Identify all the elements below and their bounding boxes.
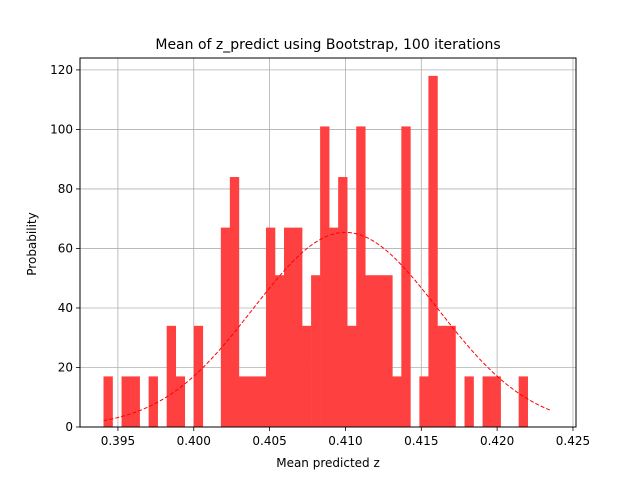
- histogram-bar: [130, 376, 140, 427]
- x-tick-label: 0.395: [101, 434, 135, 448]
- histogram-bar: [311, 275, 321, 427]
- y-axis-label: Probability: [25, 212, 39, 275]
- histogram-bar: [392, 376, 402, 427]
- x-tick-label: 0.420: [480, 434, 514, 448]
- histogram-bar: [356, 126, 366, 428]
- y-tick-label: 120: [50, 63, 73, 77]
- histogram-bar: [166, 325, 177, 427]
- histogram-bar: [274, 275, 285, 427]
- histogram-bar: [238, 376, 249, 427]
- histogram-bar: [428, 75, 438, 428]
- y-tick-label: 0: [65, 420, 73, 434]
- x-tick-label: 0.415: [404, 434, 438, 448]
- x-tick-label: 0.425: [556, 434, 590, 448]
- y-axis-ticks: 0 20 40 60 80 100 120: [50, 63, 80, 434]
- histogram-bar: [437, 325, 447, 427]
- x-axis-label: Mean predicted z: [276, 456, 380, 470]
- histogram-bar: [121, 376, 131, 427]
- histogram-bar: [464, 376, 474, 427]
- histogram-bar: [419, 376, 429, 427]
- chart-title: Mean of z_predict using Bootstrap, 100 i…: [155, 37, 500, 53]
- histogram-bar: [401, 126, 411, 428]
- histogram-bars: [103, 75, 528, 428]
- y-tick-label: 100: [50, 122, 73, 136]
- histogram-bar: [229, 177, 240, 427]
- y-tick-label: 60: [58, 241, 73, 255]
- histogram-bar: [148, 376, 158, 427]
- histogram-bar: [383, 275, 393, 427]
- histogram-bar: [293, 227, 303, 427]
- histogram-bar: [175, 376, 186, 427]
- histogram-bar: [374, 275, 384, 427]
- x-axis-ticks: 0.395 0.400 0.405 0.410 0.415 0.420 0.425: [101, 427, 590, 448]
- histogram-bar: [365, 275, 375, 427]
- histogram-bar: [247, 376, 258, 427]
- fit-curve-line: [103, 231, 552, 422]
- histogram-bar: [320, 126, 330, 428]
- histogram-bar: [193, 325, 204, 427]
- x-tick-label: 0.400: [177, 434, 211, 448]
- histogram-bar: [329, 227, 339, 427]
- histogram-bar: [347, 325, 357, 427]
- histogram-bar: [220, 227, 231, 427]
- y-tick-label: 80: [58, 182, 73, 196]
- histogram-bar: [446, 325, 456, 427]
- histogram-bar: [491, 376, 501, 427]
- plot-area-frame: [79, 57, 577, 428]
- histogram-bar: [482, 376, 492, 427]
- histogram-bar: [302, 325, 312, 427]
- histogram-bar: [284, 227, 294, 427]
- x-tick-label: 0.410: [328, 434, 362, 448]
- histogram-bar: [103, 376, 113, 427]
- histogram-bar: [338, 177, 348, 427]
- histogram-bar: [256, 376, 267, 427]
- histogram-bar: [518, 376, 528, 427]
- y-tick-label: 40: [58, 301, 73, 315]
- histogram-bar: [265, 227, 276, 427]
- x-tick-label: 0.405: [252, 434, 286, 448]
- fit-curve-layer: [103, 231, 552, 422]
- y-tick-label: 20: [58, 360, 73, 374]
